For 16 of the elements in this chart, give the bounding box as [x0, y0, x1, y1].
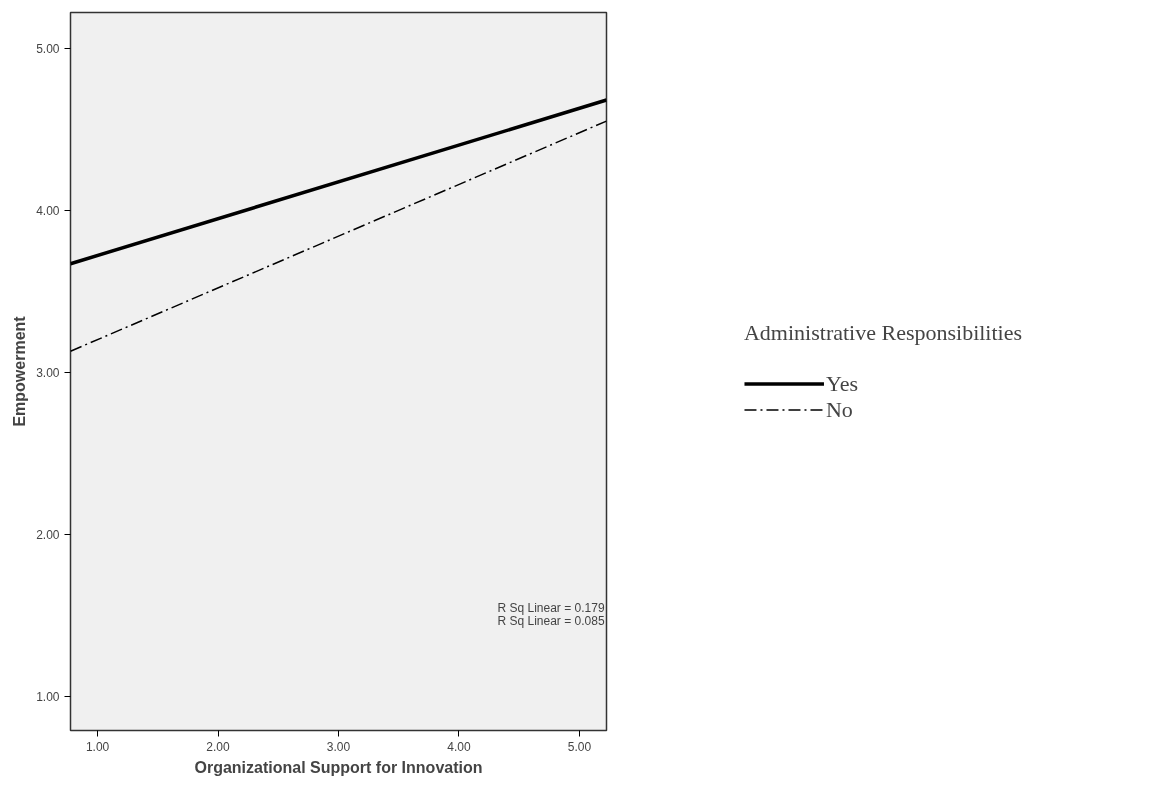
legend-title: Administrative Responsibilities: [743, 319, 1023, 346]
x-axis-title: Organizational Support for Innovation: [194, 758, 483, 776]
annotation: R Sq Linear = 0.179: [497, 601, 605, 616]
y-axis-title: Empowerment: [11, 315, 29, 427]
y-tick-label: 4.00: [36, 203, 60, 218]
y-tick-label: 5.00: [36, 41, 60, 56]
x-tick-label: 1.00: [85, 739, 110, 754]
x-tick-label: 5.00: [567, 739, 592, 754]
y-tick-label: 1.00: [36, 689, 60, 704]
x-tick-label: 4.00: [447, 739, 471, 754]
y-tick-label: 3.00: [36, 365, 60, 380]
x-tick-label: 3.00: [326, 739, 351, 754]
legend-label: No: [825, 396, 853, 423]
y-tick-label: 2.00: [36, 527, 60, 542]
legend-label: Yes: [825, 370, 858, 397]
x-tick-label: 2.00: [206, 739, 231, 754]
